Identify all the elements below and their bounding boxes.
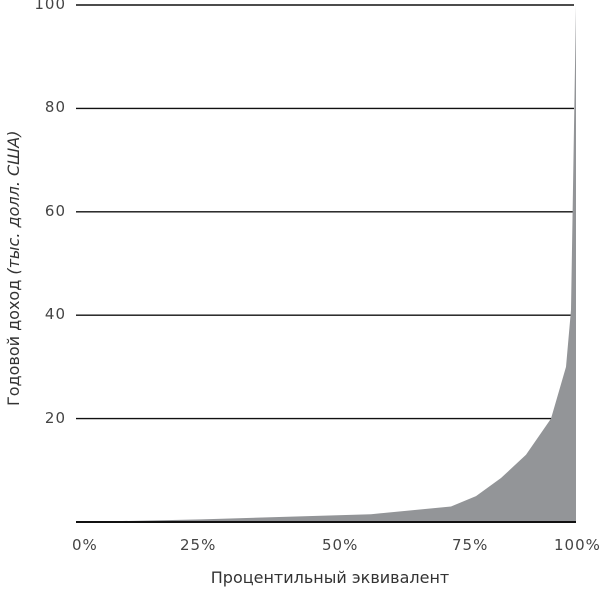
y-tick-label: 20 (44, 408, 66, 427)
income-area (76, 5, 576, 522)
gridlines (76, 4, 574, 420)
x-tick-label: 100% (554, 536, 600, 554)
y-tick-label: 100 (34, 0, 66, 13)
y-tick-label: 60 (44, 201, 66, 220)
x-tick-label: 0% (72, 536, 98, 554)
x-axis-label: Процентильный эквивалент (210, 568, 450, 587)
y-tick-label: 80 (44, 98, 66, 117)
x-tick-label: 50% (322, 536, 359, 554)
y-axis-label: Годовой доход (тыс. долл. США) (4, 131, 23, 406)
x-tick-label: 25% (180, 536, 217, 554)
x-tick-label: 75% (452, 536, 489, 554)
y-axis-label-units: (тыс. долл. США) (4, 130, 23, 275)
y-axis-label-main: Годовой доход (4, 274, 23, 406)
y-tick-label: 40 (44, 305, 66, 324)
